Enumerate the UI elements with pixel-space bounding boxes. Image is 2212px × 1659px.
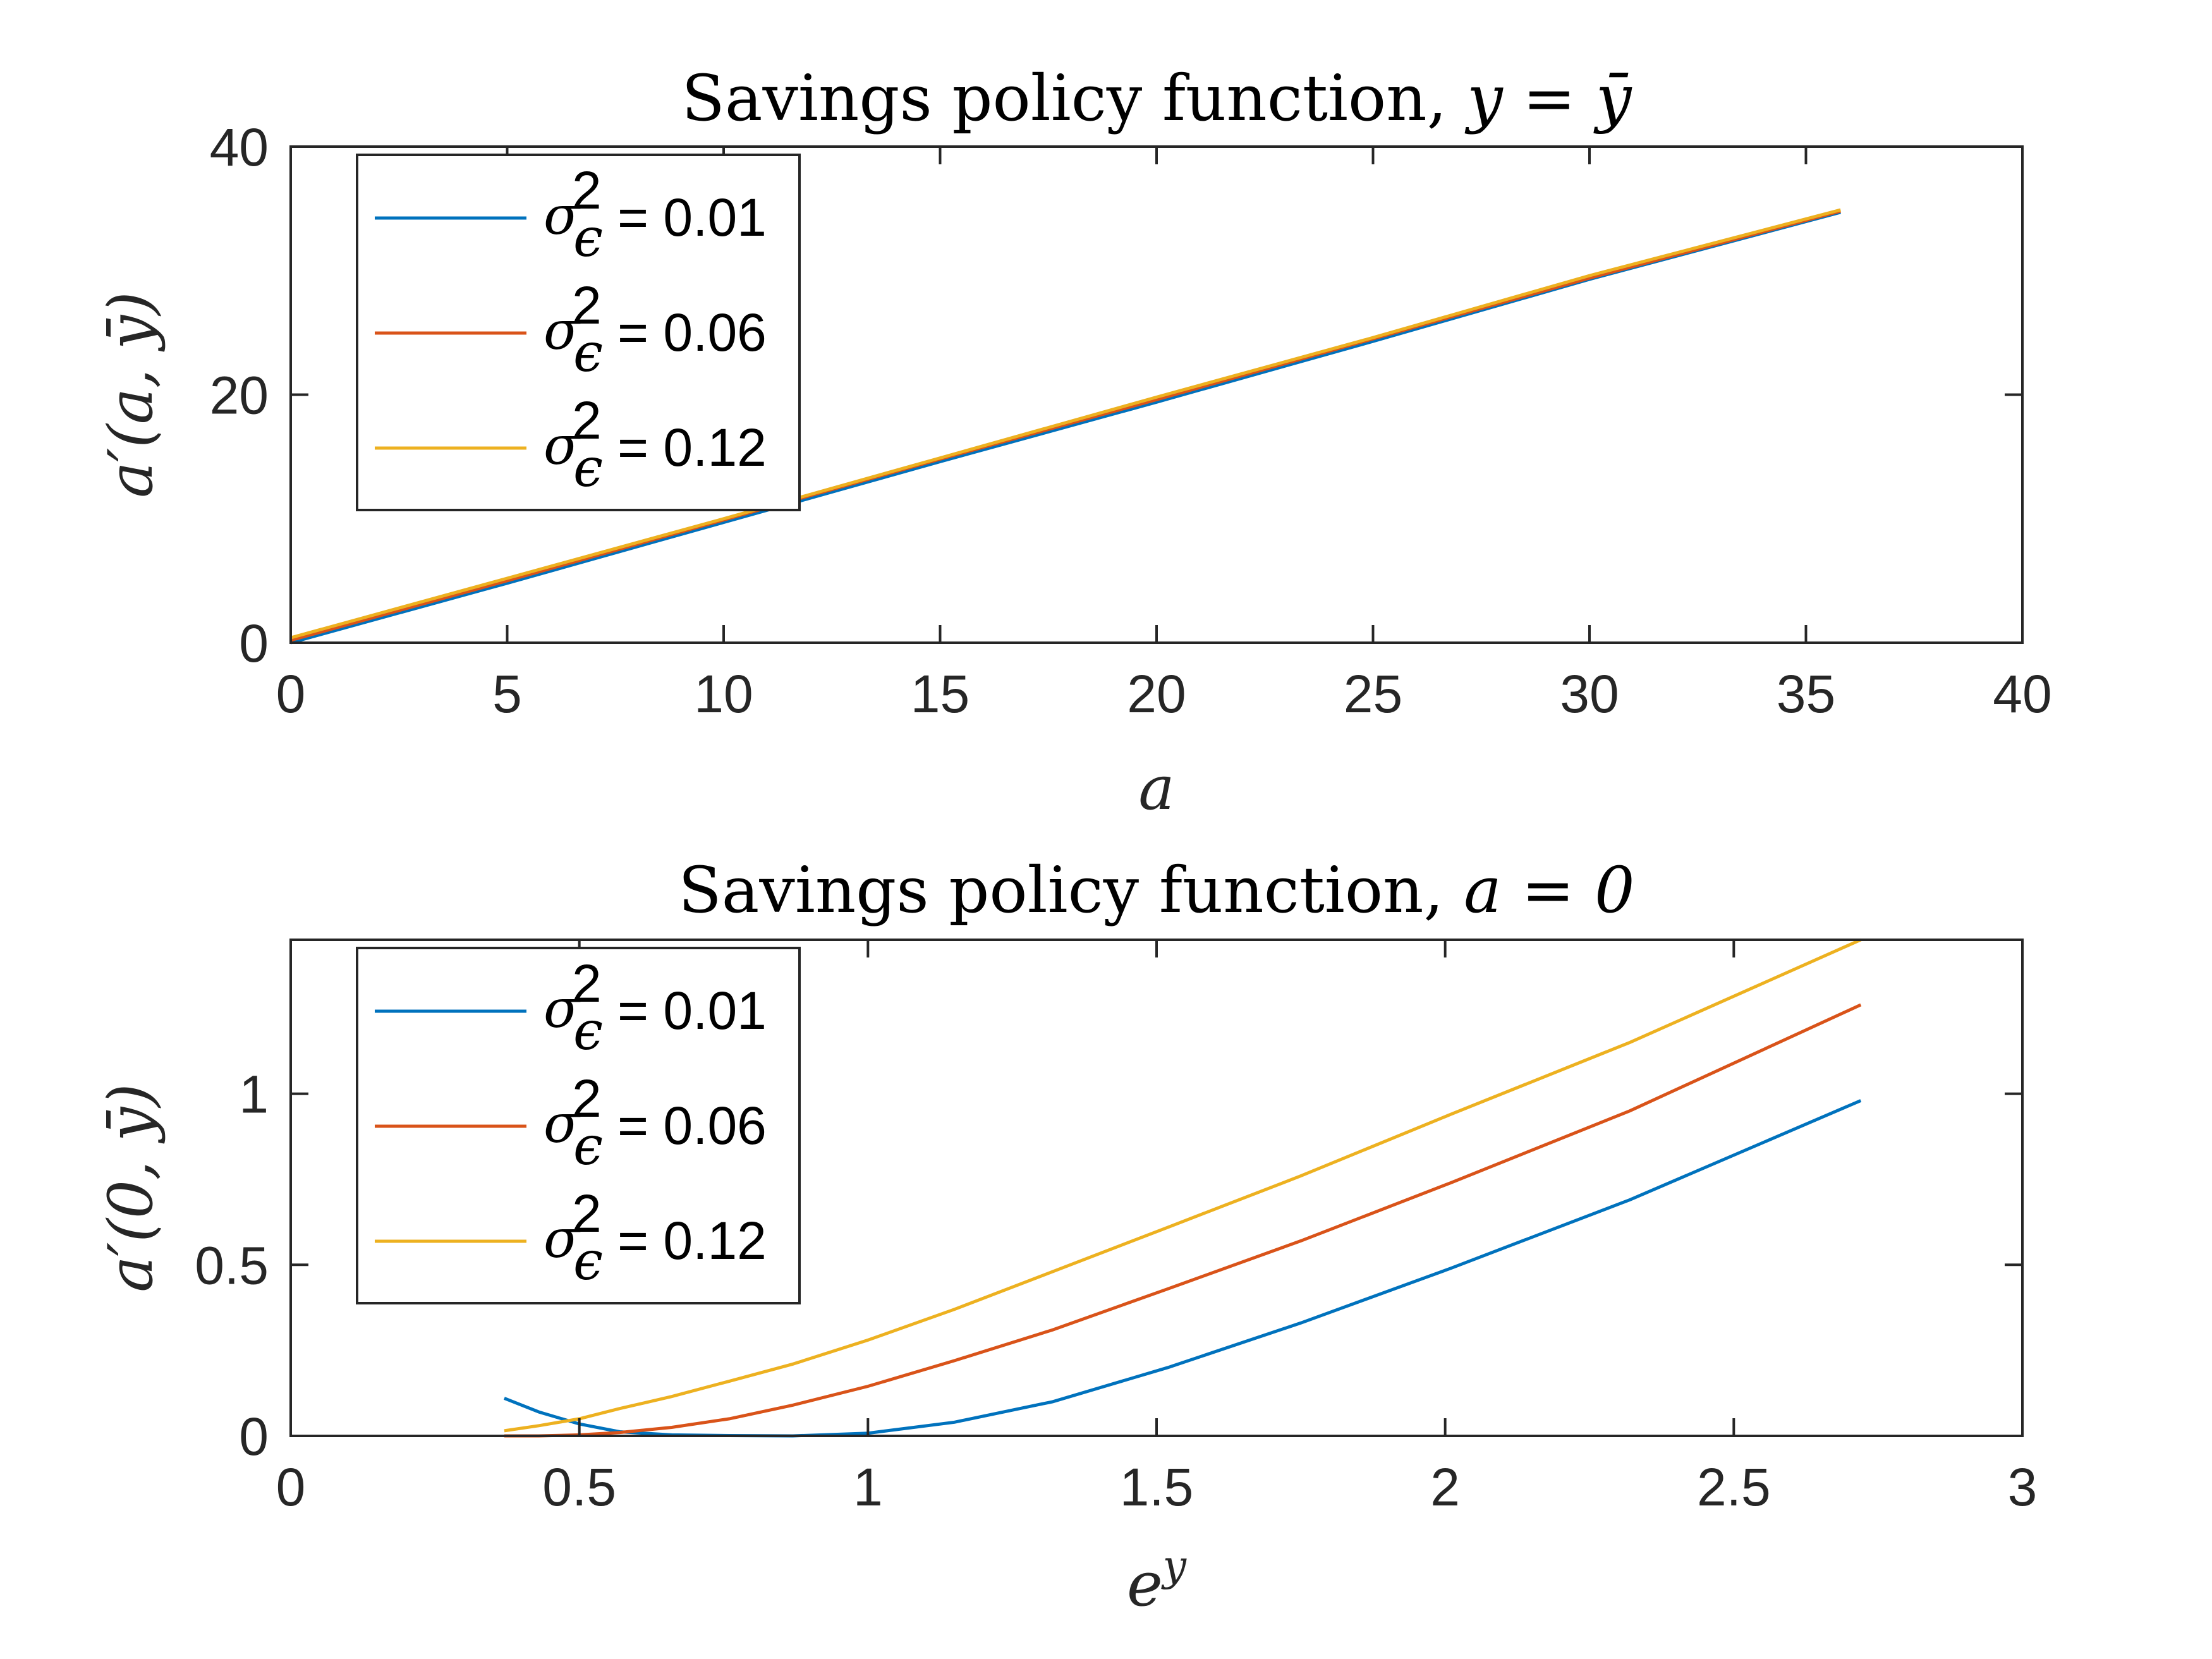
y-tick-label: 40 [210, 118, 269, 177]
legend-label-1: = 0.01 [617, 981, 767, 1040]
x-tick-label: 0 [276, 1457, 306, 1517]
legend-label-3: = 0.12 [617, 1211, 767, 1270]
x-axis-label: ey [1127, 1541, 1187, 1620]
y-tick-label: 0 [239, 614, 269, 673]
x-tick-label: 3 [2008, 1457, 2038, 1517]
y-tick-label: 0 [239, 1407, 269, 1466]
legend-sigma: σ [544, 415, 581, 477]
x-axis-label-exp: y [1161, 1541, 1187, 1590]
legend-sigma: σ [544, 300, 581, 362]
legend-label-3: = 0.12 [617, 418, 767, 477]
x-tick-label: 0.5 [542, 1457, 616, 1517]
x-axis-label: a [1138, 753, 1174, 823]
chart-title-text: Savings policy function, [681, 61, 1467, 135]
chart-panel-2: 0 0.5 1 1.5 2 2.5 3 0 0.5 1 Savings policy functio… [95, 853, 2037, 1620]
legend-subscript: ϵ [573, 322, 603, 384]
chart-title-math: a = 0 [1464, 853, 1635, 927]
y-tick-label: 0.5 [195, 1236, 269, 1295]
series-line-2 [504, 1003, 1862, 1438]
legend-label-2: = 0.06 [617, 1096, 767, 1155]
legend-subscript: ϵ [573, 1000, 603, 1062]
chart-title: Savings policy function, y = ȳ [681, 61, 1632, 135]
chart-title: Savings policy function, a = 0 [678, 853, 1634, 927]
x-tick-label: 1 [853, 1457, 883, 1517]
legend-superscript: 2 [572, 1069, 602, 1128]
chart-title-text: Savings policy function, [678, 853, 1464, 927]
x-tick-label: 0 [276, 664, 306, 724]
chart-panel-1: 0 5 10 15 20 25 30 35 40 0 20 40 Savings policy func… [95, 61, 2052, 823]
x-tick-label: 35 [1777, 664, 1835, 724]
chart-title-math: y = ȳ [1464, 61, 1632, 135]
legend-superscript: 2 [572, 161, 602, 220]
legend-subscript: ϵ [573, 1115, 603, 1177]
legend-subscript: ϵ [573, 437, 603, 499]
y-tick-label: 20 [210, 366, 269, 425]
series-line-3 [291, 208, 1841, 640]
y-axis-label: a′(a, ȳ) [95, 291, 166, 497]
x-tick-label: 10 [694, 664, 753, 724]
y-tick-label: 1 [239, 1065, 269, 1124]
x-tick-label: 5 [492, 664, 522, 724]
x-tick-label: 20 [1127, 664, 1186, 724]
legend-label-1: = 0.01 [617, 188, 767, 247]
x-axis-label-base: e [1127, 1549, 1163, 1620]
legend-sigma: σ [544, 1093, 581, 1155]
legend-superscript: 2 [572, 1184, 602, 1243]
legend-sigma: σ [544, 185, 581, 246]
x-tick-label: 2.5 [1697, 1457, 1771, 1517]
x-tick-label: 15 [911, 664, 969, 724]
y-axis-label: a′(0, ȳ) [95, 1083, 166, 1292]
x-tick-label: 1.5 [1120, 1457, 1194, 1517]
x-tick-label: 40 [1993, 664, 2051, 724]
legend-sigma: σ [544, 978, 581, 1040]
x-tick-label: 2 [1430, 1457, 1460, 1517]
legend-subscript: ϵ [573, 1230, 603, 1292]
x-tick-label: 25 [1344, 664, 1402, 724]
series-line-2 [291, 209, 1841, 642]
legend-superscript: 2 [572, 954, 602, 1013]
legend-label-2: = 0.06 [617, 303, 767, 362]
x-tick-label: 30 [1560, 664, 1619, 724]
legend-sigma: σ [544, 1208, 581, 1270]
legend-superscript: 2 [572, 276, 602, 335]
legend-subscript: ϵ [573, 207, 603, 269]
legend-superscript: 2 [572, 391, 602, 450]
series-line-3 [504, 938, 1862, 1433]
